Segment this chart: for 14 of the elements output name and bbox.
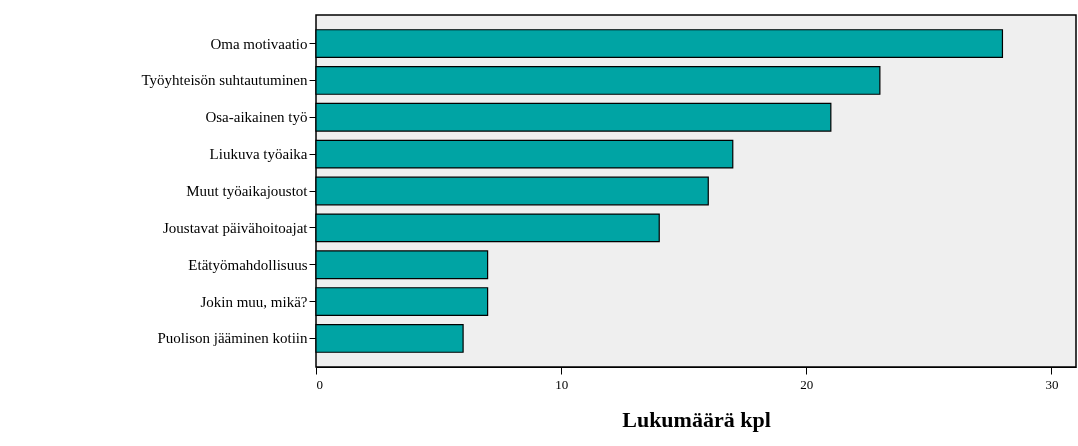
y-tick-label: Liukuva työaika <box>209 146 308 163</box>
y-tick-label: Puolison jääminen kotiin <box>157 330 308 347</box>
x-tick-label: 0 <box>316 376 323 392</box>
y-tick-label: Oma motivaatio <box>210 35 308 52</box>
x-tick-label: 20 <box>800 376 814 392</box>
x-tick-label: 10 <box>555 376 569 392</box>
x-tick-label: 30 <box>1045 376 1059 392</box>
x-axis-title: Lukumäärä kpl <box>622 406 771 432</box>
y-tick-label: Työyhteisön suhtautuminen <box>141 72 308 89</box>
y-tick-label: Etätyömahdollisuus <box>188 256 308 273</box>
y-tick-label: Jokin muu, mikä? <box>200 293 308 310</box>
y-tick-label: Osa-aikainen työ <box>205 109 308 126</box>
y-tick-label: Joustavat päivähoitoajat <box>162 219 309 236</box>
y-tick-label: Muut työaikajoustot <box>186 183 309 199</box>
